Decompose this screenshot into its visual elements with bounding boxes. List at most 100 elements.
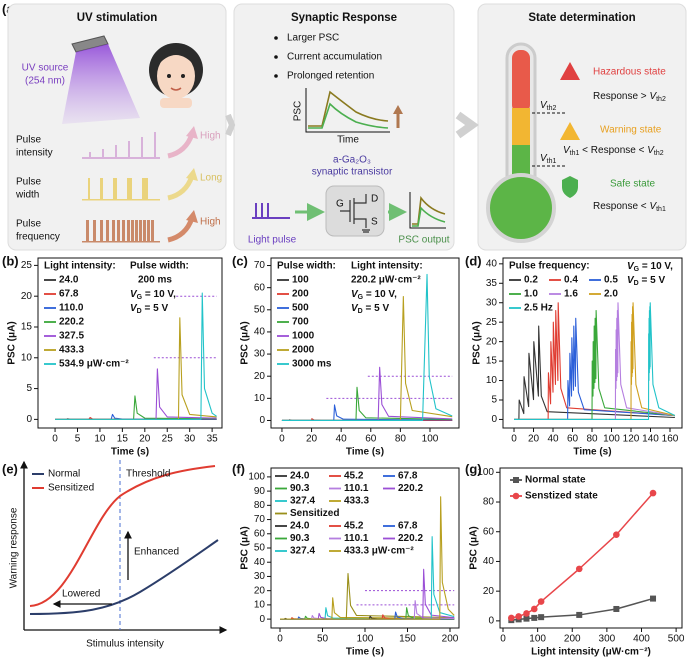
sensitized-curve: [29, 465, 216, 607]
row-label: Pulse: [16, 177, 41, 188]
x-tick-label: 20: [139, 434, 151, 445]
data-point: [515, 613, 522, 620]
y-tick-label: 20: [254, 585, 266, 596]
legend-text: 220.2: [398, 483, 423, 494]
data-point: [649, 489, 657, 497]
pulse-glyph: [82, 220, 160, 243]
text-part: V: [351, 303, 359, 314]
legend-text: 1.6: [564, 289, 578, 300]
bullet: [274, 36, 278, 40]
x-axis-label: Time (s): [111, 447, 149, 458]
bullet-text: Current accumulation: [287, 52, 382, 63]
x-axis-label: Time (s): [346, 447, 384, 458]
data-point: [530, 605, 538, 613]
series-line: [514, 309, 675, 420]
text-part: G: [634, 266, 640, 273]
threshold-label: Vth2: [540, 100, 557, 113]
terminal: G: [336, 199, 344, 210]
legend-text: 45.2: [344, 471, 364, 482]
legend-text: 2000: [292, 345, 315, 356]
symbol: V: [649, 91, 657, 102]
series-line: [281, 386, 453, 422]
y-tick-label: 50: [254, 304, 266, 315]
subscript: th2: [654, 150, 664, 157]
x-axis-label: Time (s): [573, 447, 611, 458]
inset-curve: [308, 90, 389, 127]
legend-text: 1.0: [524, 289, 538, 300]
legend-text: Sensitized: [48, 483, 94, 494]
x-tick-label: 0: [511, 434, 517, 445]
threshold-label: Vth1: [540, 153, 557, 166]
trend-label: High: [200, 131, 221, 142]
panel-e: (e) Normal Sensitized Threshold Enhanced…: [2, 460, 228, 650]
hazard-icon: [560, 62, 580, 80]
legend-text: 67.8: [398, 471, 418, 482]
data-point: [523, 615, 530, 622]
rule-text: Response <: [593, 201, 649, 212]
panel-label: (c): [232, 253, 248, 268]
subscript: th1: [547, 158, 557, 165]
legend-text: 327.4: [290, 496, 315, 507]
legend-text: 200: [292, 289, 309, 300]
x-tick-label: 0: [277, 634, 283, 645]
x-tick-label: 40: [547, 434, 559, 445]
y-tick-label: 80: [483, 497, 495, 508]
x-tick-label: 15: [117, 434, 129, 445]
thermometer: [486, 42, 556, 243]
inset-label: PSC: [293, 101, 304, 122]
transistor-symbol: [340, 194, 370, 233]
y-tick-label: 10: [21, 352, 33, 363]
y-tick-label: 60: [254, 528, 266, 539]
annotation: VG = 10 V,: [351, 289, 397, 302]
data-point: [508, 614, 515, 622]
uv-label: (254 nm): [25, 76, 65, 87]
legend-swatch: [512, 492, 520, 500]
data-point: [613, 605, 620, 612]
axis-label: Stimulus intensity: [86, 639, 164, 650]
legend-text: 433.3 μW·cm⁻²: [344, 546, 414, 557]
legend-text: Senstized state: [525, 491, 598, 502]
legend-text: 0.2: [524, 275, 538, 286]
legend-text: 24.0: [290, 471, 310, 482]
legend-text: 433.3: [344, 496, 369, 507]
y-tick-label: 20: [21, 291, 33, 302]
y-tick-label: 90: [254, 486, 266, 497]
panel-a: (a) UV stimulation UV source (254 nm) Pu…: [2, 1, 687, 251]
trend-arrow: [186, 126, 198, 139]
symbol: V: [563, 145, 571, 156]
x-tick-label: 20: [528, 434, 540, 445]
legend-swatch: [513, 477, 519, 483]
y-tick-label: 50: [254, 543, 266, 554]
y-axis-label: PSC (μA): [469, 526, 480, 569]
y-tick-label: 40: [254, 327, 266, 338]
trend-arrow: [186, 168, 198, 181]
pulse-glyph: [82, 178, 160, 201]
subscript: th2: [656, 96, 666, 103]
annotation: Lowered: [62, 589, 100, 600]
annotation: Enhanced: [134, 547, 179, 558]
panel-label: (d): [465, 253, 482, 268]
y-tick-label: 25: [486, 317, 498, 328]
annotation: Threshold: [126, 469, 170, 480]
text-part: V: [627, 261, 635, 272]
x-tick-label: 5: [75, 434, 81, 445]
bullet: [274, 55, 278, 59]
face-icon: [149, 43, 203, 108]
x-tick-label: 50: [317, 634, 329, 645]
legend-text: 24.0: [290, 521, 310, 532]
subscript: th1: [570, 150, 580, 157]
series-line: [55, 395, 217, 420]
symbol: V: [540, 153, 548, 164]
legend-text: 327.4: [290, 546, 315, 557]
text-part: G: [358, 294, 364, 301]
legend-text: 100: [292, 275, 309, 286]
text-part: D: [358, 308, 363, 315]
y-tick-label: 0: [26, 414, 32, 425]
warning-icon: [560, 122, 580, 140]
y-tick-label: 100: [248, 472, 265, 483]
x-tick-label: 160: [662, 434, 679, 445]
y-tick-label: 30: [254, 571, 266, 582]
y-tick-label: 15: [486, 356, 498, 367]
state-rule: Response < Vth1: [593, 201, 666, 214]
legend-text: 67.8: [398, 521, 418, 532]
